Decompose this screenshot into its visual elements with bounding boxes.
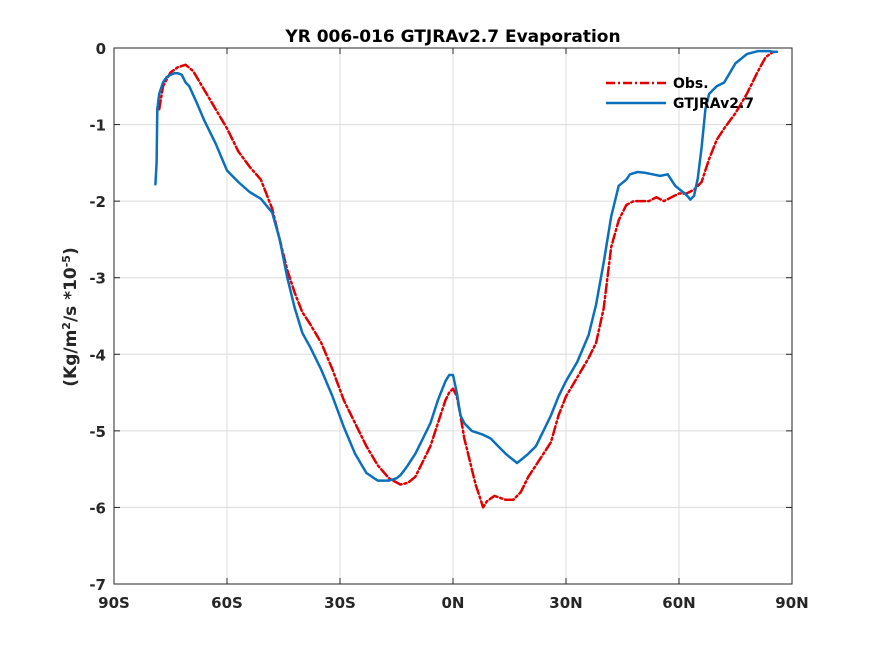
y-axis-label-exponent: -5	[60, 255, 73, 267]
x-tick-label: 90N	[775, 594, 808, 612]
y-tick-label: -1	[89, 117, 106, 135]
y-axis-label-exponent: 2	[60, 322, 73, 330]
y-tick-label: -5	[89, 423, 106, 441]
tick-marks	[113, 47, 793, 585]
y-tick-label: -6	[89, 499, 106, 517]
y-axis-label-part: )	[61, 247, 81, 255]
y-tick-labels: 0 -1 -2 -3 -4 -5 -6 -7	[89, 40, 106, 594]
y-tick-label: -7	[89, 576, 106, 594]
x-tick-label: 30S	[324, 594, 356, 612]
x-tick-label: 30N	[549, 594, 582, 612]
legend-label-obs: Obs.	[673, 76, 709, 92]
legend: Obs. GTJRAv2.7	[606, 76, 754, 112]
y-axis-label-part: /s *10	[61, 267, 81, 322]
y-tick-label: -3	[89, 270, 106, 288]
y-axis-label: (Kg/m2/s *10-5)	[60, 247, 82, 387]
series-layer	[154, 49, 779, 509]
y-axis-label-part: (Kg/m	[61, 330, 81, 387]
x-tick-labels: 90S 60S 30S 0N 30N 60N 90N	[98, 594, 809, 612]
series-line-gtjrav2-7	[154, 49, 779, 482]
y-tick-label: 0	[96, 40, 106, 58]
x-tick-label: 60N	[662, 594, 695, 612]
y-tick-label: -4	[89, 346, 106, 364]
chart-title: YR 006-016 GTJRAv2.7 Evaporation	[284, 27, 620, 47]
legend-label-gtjra: GTJRAv2.7	[673, 96, 754, 112]
x-tick-label: 0N	[442, 594, 465, 612]
x-tick-label: 90S	[98, 594, 130, 612]
y-tick-label: -2	[89, 193, 106, 211]
x-tick-label: 60S	[211, 594, 243, 612]
